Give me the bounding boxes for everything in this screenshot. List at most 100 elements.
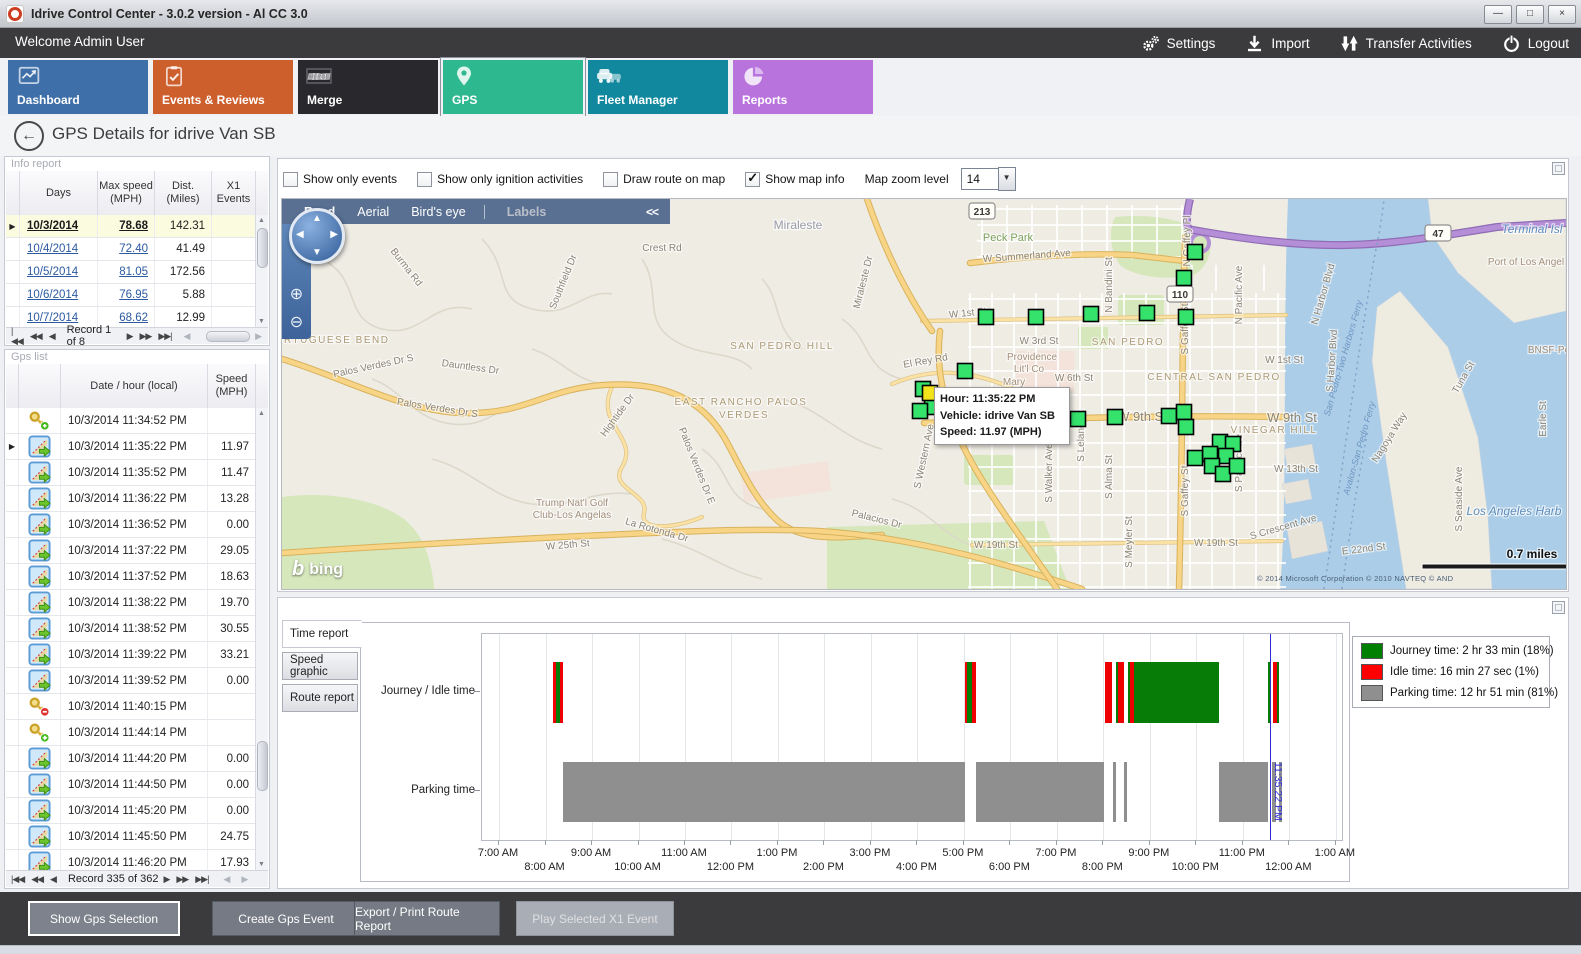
gps-list-row[interactable]: 10/3/2014 11:36:22 PM 13.28 <box>6 486 268 512</box>
gps-marker[interactable] <box>911 402 929 420</box>
day-link[interactable]: 10/4/2014 <box>27 243 79 255</box>
maximize-button[interactable]: □ <box>1516 5 1544 24</box>
pager-hscroll-left-icon[interactable]: ◀ <box>223 873 230 884</box>
pager-first-prev-icon[interactable]: |◀◀ <box>11 873 25 884</box>
scroll-up-icon[interactable]: ▲ <box>258 217 265 224</box>
pager-hscroll-right-icon[interactable]: ▶ <box>241 873 248 884</box>
map-canvas[interactable]: Miraleste Peck Park W Summerland Ave Crest … <box>281 198 1567 590</box>
gps-marker[interactable] <box>1160 407 1178 425</box>
gps-marker[interactable] <box>1228 457 1246 475</box>
pager-next-last-icon[interactable]: ▶▶| <box>195 873 209 884</box>
map-navbar-collapse-button[interactable]: << <box>645 204 659 219</box>
gps-list-row[interactable]: 10/3/2014 11:39:22 PM 33.21 <box>6 642 268 668</box>
gps-marker[interactable] <box>956 362 974 380</box>
pager-next-last-icon[interactable]: ▶ <box>126 330 134 341</box>
gps-list-scrollbar[interactable]: ▲ ▼ <box>255 408 268 870</box>
gps-list-row[interactable]: 10/3/2014 11:38:22 PM 19.70 <box>6 590 268 616</box>
checkbox-show-only-events[interactable]: Show only events <box>283 171 397 187</box>
tab-reports[interactable]: Reports <box>733 60 873 114</box>
max-speed-cell[interactable]: 76.95 <box>98 284 155 306</box>
gps-list-row[interactable]: 10/3/2014 11:46:20 PM 17.93 <box>6 850 268 870</box>
day-cell[interactable]: 10/6/2014 <box>20 284 98 306</box>
day-cell[interactable]: 10/7/2014 <box>20 307 98 327</box>
info-report-row[interactable]: 10/7/2014 68.62 12.99 <box>6 307 268 327</box>
info-report-scrollbar[interactable]: ▲ ▼ <box>255 215 268 327</box>
gps-marker[interactable] <box>1186 449 1204 467</box>
checkbox-box-icon[interactable] <box>283 171 298 187</box>
map-zoom-in-icon[interactable]: ⊕ <box>289 286 304 303</box>
export-print-route-report-button[interactable]: Export / Print Route Report <box>354 901 500 936</box>
max-speed-cell[interactable]: 78.68 <box>98 215 155 237</box>
gps-marker[interactable] <box>977 308 995 326</box>
gps-marker[interactable] <box>1082 305 1100 323</box>
pager-next-last-icon[interactable]: ▶▶| <box>158 330 172 341</box>
pan-left-icon[interactable]: ◀ <box>296 229 304 240</box>
pager-hscroll-right-icon[interactable]: ▶ <box>255 330 262 341</box>
info-report-row[interactable]: 10/5/2014 81.05 172.56 <box>6 261 268 284</box>
pager-first-prev-icon[interactable]: ◀ <box>48 330 56 341</box>
gps-list-row[interactable]: 10/3/2014 11:36:52 PM 0.00 <box>6 512 268 538</box>
gps-list-row[interactable]: 10/3/2014 11:35:52 PM 11.47 <box>6 460 268 486</box>
checkbox-draw-route-on-map[interactable]: Draw route on map <box>603 171 725 187</box>
max-speed-cell[interactable]: 68.62 <box>98 307 155 327</box>
checkbox-box-icon[interactable] <box>745 170 761 187</box>
gps-list-row[interactable]: 10/3/2014 11:40:15 PM <box>6 694 268 720</box>
gps-list-row[interactable]: 10/3/2014 11:45:50 PM 24.75 <box>6 824 268 850</box>
show-gps-selection-button[interactable]: Show Gps Selection <box>28 901 180 936</box>
checkbox-show-map-info[interactable]: Show map info <box>745 170 845 187</box>
info-report-row[interactable]: ▶ 10/3/2014 78.68 142.31 <box>6 215 268 238</box>
day-link[interactable]: 10/7/2014 <box>27 312 79 324</box>
pager-hscrollbar[interactable] <box>206 330 251 342</box>
menu-item-transfer-activities[interactable]: Transfer Activities <box>1340 34 1472 53</box>
tab-dashboard[interactable]: Dashboard <box>8 60 148 114</box>
pager-next-last-icon[interactable]: ▶ <box>163 873 170 884</box>
day-cell[interactable]: 10/3/2014 <box>20 215 98 237</box>
max-speed-cell[interactable]: 72.40 <box>98 238 155 260</box>
scroll-up-icon[interactable]: ▲ <box>258 410 265 417</box>
info-report-row[interactable]: 10/4/2014 72.40 41.49 <box>6 238 268 261</box>
max-speed-cell[interactable]: 81.05 <box>98 261 155 283</box>
info-report-row[interactable]: 10/6/2014 76.95 5.88 <box>6 284 268 307</box>
minimize-button[interactable]: — <box>1484 5 1512 24</box>
gps-marker[interactable] <box>1214 465 1232 483</box>
checkbox-box-icon[interactable] <box>603 171 619 187</box>
gps-list-row[interactable]: 10/3/2014 11:39:52 PM 0.00 <box>6 668 268 694</box>
checkbox-show-only-ignition-activities[interactable]: Show only ignition activities <box>417 171 583 187</box>
gps-marker[interactable] <box>1175 269 1193 287</box>
max-speed-link[interactable]: 68.62 <box>119 312 148 324</box>
map-style-bird-s-eye[interactable]: Bird's eye <box>411 204 466 219</box>
menu-item-import[interactable]: Import <box>1245 34 1310 53</box>
scrollbar-thumb[interactable] <box>257 228 268 268</box>
chart-tab-speed-graphic[interactable]: Speed graphic <box>282 652 358 680</box>
scroll-down-icon[interactable]: ▼ <box>258 861 265 868</box>
gps-marker[interactable] <box>1027 308 1045 326</box>
chevron-down-icon[interactable]: ▼ <box>997 167 1016 191</box>
pager-next-last-icon[interactable]: ▶▶ <box>176 873 189 884</box>
map-pan-compass[interactable]: ▲ ▼ ◀ ▶ <box>289 208 345 264</box>
menu-item-settings[interactable]: Settings <box>1141 34 1215 53</box>
expand-panel-icon[interactable] <box>1552 162 1565 175</box>
tab-gps[interactable]: GPS <box>440 57 586 117</box>
tab-events-reviews[interactable]: Events & Reviews <box>153 60 293 114</box>
scrollbar-thumb[interactable] <box>257 740 268 791</box>
gps-list-row[interactable]: 10/3/2014 11:37:52 PM 18.63 <box>6 564 268 590</box>
day-link[interactable]: 10/6/2014 <box>27 289 79 301</box>
expand-panel-icon[interactable] <box>1552 601 1565 614</box>
menu-item-logout[interactable]: Logout <box>1502 34 1569 53</box>
gps-marker[interactable] <box>1106 408 1124 426</box>
create-gps-event-button[interactable]: Create Gps Event <box>212 901 360 936</box>
pager-first-prev-icon[interactable]: ◀◀ <box>31 873 44 884</box>
pan-down-icon[interactable]: ▼ <box>312 247 322 258</box>
map-zoom-out-icon[interactable]: ⊖ <box>289 314 304 331</box>
gps-marker[interactable] <box>1175 403 1193 421</box>
scroll-down-icon[interactable]: ▼ <box>258 318 265 325</box>
close-button[interactable]: × <box>1548 5 1576 24</box>
pager-first-prev-icon[interactable]: |◀◀ <box>11 325 24 346</box>
chart-tab-route-report[interactable]: Route report <box>282 684 358 712</box>
max-speed-link[interactable]: 76.95 <box>119 289 148 301</box>
pan-right-icon[interactable]: ▶ <box>330 229 338 240</box>
gps-marker[interactable] <box>1177 308 1195 326</box>
gps-list-row[interactable]: 10/3/2014 11:44:14 PM <box>6 720 268 746</box>
gps-list-row[interactable]: 10/3/2014 11:44:20 PM 0.00 <box>6 746 268 772</box>
tab-merge[interactable]: MERGE Merge <box>298 60 438 114</box>
